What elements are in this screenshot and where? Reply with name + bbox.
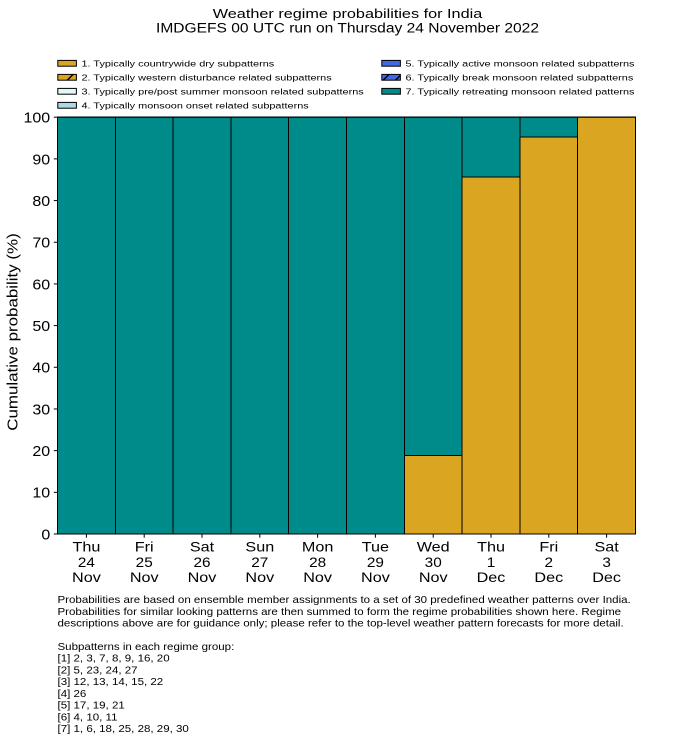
svg-text:3: 3	[602, 555, 611, 570]
svg-text:50: 50	[32, 319, 50, 335]
svg-text:60: 60	[32, 277, 50, 293]
svg-text:Fri: Fri	[135, 539, 154, 555]
svg-text:25: 25	[136, 555, 153, 570]
svg-text:28: 28	[309, 555, 326, 570]
svg-text:Dec: Dec	[477, 570, 506, 586]
svg-text:2. Typically western disturban: 2. Typically western disturbance related…	[82, 74, 332, 83]
svg-text:Sun: Sun	[245, 539, 274, 555]
svg-text:Cumulative probability (%): Cumulative probability (%)	[5, 233, 21, 430]
svg-text:0: 0	[41, 527, 50, 543]
svg-text:Fri: Fri	[539, 539, 558, 555]
svg-text:10: 10	[32, 485, 50, 501]
svg-text:Nov: Nov	[188, 570, 217, 586]
svg-text:Thu: Thu	[477, 539, 505, 555]
svg-text:[5] 17, 19, 21: [5] 17, 19, 21	[58, 700, 125, 711]
svg-text:29: 29	[367, 555, 384, 570]
svg-text:[1] 2, 3, 7, 8, 9, 16, 20: [1] 2, 3, 7, 8, 9, 16, 20	[58, 653, 170, 664]
svg-text:[2] 5, 23, 24, 27: [2] 5, 23, 24, 27	[58, 665, 138, 676]
svg-text:[7] 1, 6, 18, 25, 28, 29, 30: [7] 1, 6, 18, 25, 28, 29, 30	[58, 724, 189, 735]
svg-text:27: 27	[251, 555, 268, 570]
svg-text:Weather regime probabilities f: Weather regime probabilities for India	[213, 6, 483, 21]
svg-text:Sat: Sat	[190, 539, 215, 555]
svg-text:70: 70	[32, 235, 50, 251]
svg-text:40: 40	[32, 360, 50, 376]
svg-text:1. Typically countrywide dry s: 1. Typically countrywide dry subpatterns	[82, 60, 275, 69]
svg-text:3. Typically pre/post summer m: 3. Typically pre/post summer monsoon rel…	[82, 88, 364, 97]
svg-text:90: 90	[32, 152, 50, 168]
svg-text:Nov: Nov	[130, 570, 159, 586]
svg-text:Nov: Nov	[419, 570, 448, 586]
svg-text:6. Typically break monsoon rel: 6. Typically break monsoon related subpa…	[406, 74, 634, 83]
svg-text:Probabilities are based on ens: Probabilities are based on ensemble memb…	[58, 595, 631, 606]
svg-text:Tue: Tue	[362, 539, 389, 555]
svg-text:30: 30	[425, 555, 442, 570]
svg-text:Nov: Nov	[361, 570, 390, 586]
svg-text:1: 1	[487, 555, 496, 570]
svg-text:Dec: Dec	[592, 570, 621, 586]
svg-text:Wed: Wed	[417, 539, 450, 555]
svg-text:30: 30	[32, 402, 50, 418]
svg-text:[6] 4, 10, 11: [6] 4, 10, 11	[58, 712, 118, 723]
svg-text:[3] 12, 13, 14, 15, 22: [3] 12, 13, 14, 15, 22	[58, 677, 164, 688]
svg-text:Mon: Mon	[302, 539, 333, 555]
svg-text:24: 24	[78, 555, 95, 570]
svg-text:Sat: Sat	[594, 539, 619, 555]
svg-text:[4] 26: [4] 26	[58, 689, 87, 700]
svg-text:4. Typically monsoon onset rel: 4. Typically monsoon onset related subpa…	[82, 102, 309, 111]
svg-text:Nov: Nov	[303, 570, 332, 586]
svg-text:Probabilities for similar look: Probabilities for similar looking patter…	[58, 607, 622, 618]
svg-text:IMDGEFS 00 UTC run on Thursday: IMDGEFS 00 UTC run on Thursday 24 Novemb…	[156, 19, 539, 35]
svg-text:20: 20	[32, 444, 50, 460]
svg-text:Subpatterns in each regime gro: Subpatterns in each regime group:	[58, 642, 235, 653]
svg-text:Nov: Nov	[72, 570, 101, 586]
svg-text:100: 100	[24, 110, 51, 126]
svg-text:80: 80	[32, 193, 50, 209]
svg-text:26: 26	[193, 555, 210, 570]
svg-text:Nov: Nov	[245, 570, 274, 586]
svg-text:5. Typically active monsoon re: 5. Typically active monsoon related subp…	[406, 60, 635, 69]
svg-text:descriptions above are for gui: descriptions above are for guidance only…	[58, 618, 624, 629]
svg-text:7. Typically retreating monsoo: 7. Typically retreating monsoon related …	[406, 88, 635, 97]
svg-text:Dec: Dec	[534, 570, 563, 586]
svg-text:Thu: Thu	[72, 539, 100, 555]
svg-text:2: 2	[545, 555, 554, 570]
